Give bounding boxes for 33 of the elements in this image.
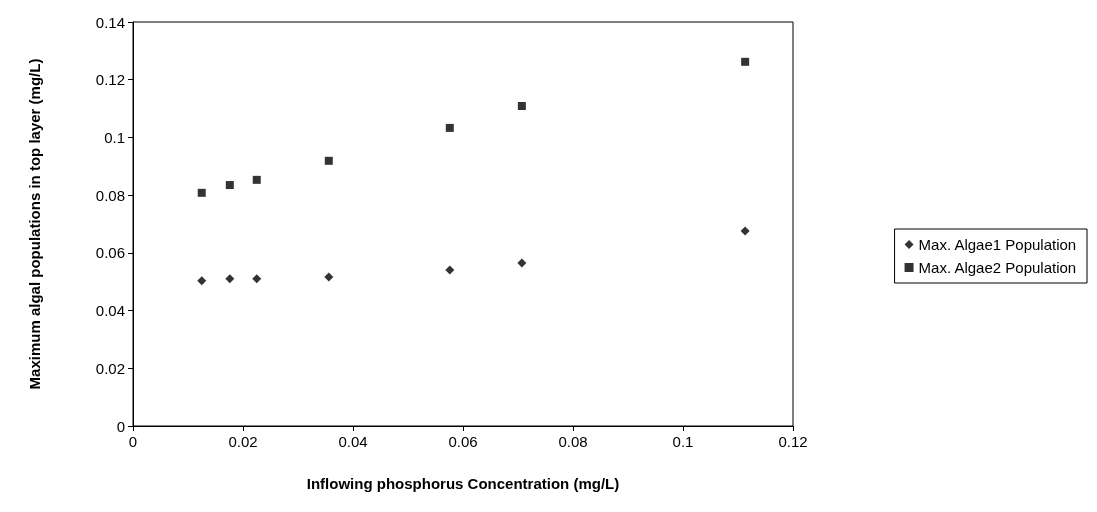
x-tick-label: 0.12 [778,433,808,450]
x-tick-label: 0.06 [448,433,478,450]
y-tick-label: 0.06 [95,244,125,262]
point [445,123,454,132]
point [225,274,235,284]
point [741,57,750,66]
x-tick-label: 0.02 [228,433,258,450]
point [225,181,234,190]
x-axis-title: Inflowing phosphorus Concentration (mg/L) [306,475,620,492]
point [197,188,206,197]
legend-label: Max. Algae1 Population [918,236,1077,253]
legend-label: Max. Algae2 Population [918,259,1077,276]
y-axis-title: Maximum algal populations in top layer (mg/L) [25,58,43,390]
point [517,101,526,110]
y-tick-label: 0.02 [95,359,125,377]
point [252,274,262,284]
y-tick-label: 0.12 [95,71,125,89]
point [252,175,261,184]
point [197,276,207,286]
y-tick-label: 0.1 [104,128,125,146]
point [517,258,527,268]
x-tick-label: 0.08 [558,433,588,450]
y-tick-label: 0.04 [95,302,125,320]
y-tick-label: 0 [116,417,125,435]
x-tick-label: 0.04 [338,433,368,450]
point [740,226,750,236]
point [324,156,333,165]
x-tick-label: 0.1 [672,433,694,450]
x-tick-label: 0 [128,433,138,450]
point [324,272,334,282]
y-tick-label: 0.08 [95,186,125,204]
y-tick-label: 0.14 [95,13,125,31]
point [445,265,455,275]
